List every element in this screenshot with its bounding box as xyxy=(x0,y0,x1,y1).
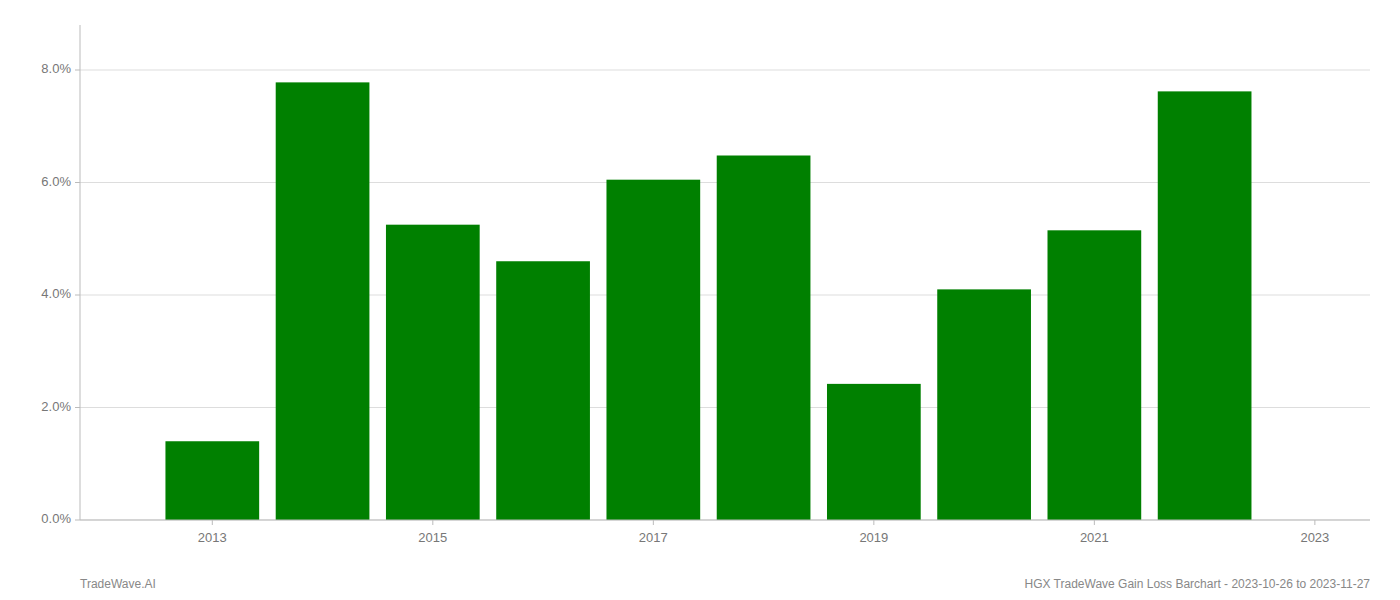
x-tick xyxy=(212,520,213,525)
y-tick-label: 8.0% xyxy=(41,61,71,76)
bar xyxy=(937,289,1031,520)
bar xyxy=(165,441,259,520)
axes: 2013 2015 2017 2019 2021 2023 0.0% 2.0% 4.0% 6.0%… xyxy=(41,25,1370,545)
bar xyxy=(276,82,370,520)
y-tick xyxy=(75,407,80,408)
x-tick xyxy=(1094,520,1095,525)
x-tick-label: 2015 xyxy=(418,530,447,545)
bar xyxy=(606,180,700,520)
x-tick xyxy=(1314,520,1315,525)
chart-container: 2013 2015 2017 2019 2021 2023 0.0% 2.0% 4.0% 6.0%… xyxy=(0,0,1400,600)
footer-text: HGX TradeWave Gain Loss Barchart - 2023-… xyxy=(1024,577,1370,591)
bar xyxy=(1158,91,1252,520)
x-tick-label: 2013 xyxy=(198,530,227,545)
x-tick xyxy=(653,520,654,525)
x-tick-label: 2023 xyxy=(1300,530,1329,545)
bars xyxy=(165,82,1251,520)
bar xyxy=(386,225,480,520)
x-axis-line xyxy=(80,520,1370,521)
bar xyxy=(496,261,590,520)
y-tick-label: 0.0% xyxy=(41,511,71,526)
grid xyxy=(80,70,1370,520)
grid-line xyxy=(80,520,1370,521)
page: {"chart_data": {"type": "bar", "x": [201… xyxy=(0,0,1400,600)
y-tick xyxy=(75,70,80,71)
bar xyxy=(827,384,921,520)
y-axis-line xyxy=(80,25,81,520)
footer-text: TradeWave.AI xyxy=(80,577,156,591)
bar xyxy=(1048,230,1142,520)
x-tick-label: 2017 xyxy=(639,530,668,545)
y-tick xyxy=(75,520,80,521)
bar xyxy=(717,156,811,521)
y-tick xyxy=(75,182,80,183)
footer: TradeWave.AI HGX TradeWave Gain Loss Barc… xyxy=(80,577,1370,591)
x-tick-label: 2019 xyxy=(859,530,888,545)
x-tick xyxy=(432,520,433,525)
chart-svg: 2013 2015 2017 2019 2021 2023 0.0% 2.0% 4.0% 6.0%… xyxy=(0,0,1400,600)
y-tick-label: 2.0% xyxy=(41,399,71,414)
y-tick-label: 6.0% xyxy=(41,174,71,189)
y-tick xyxy=(75,295,80,296)
x-tick xyxy=(873,520,874,525)
grid-line xyxy=(80,70,1370,71)
y-tick-label: 4.0% xyxy=(41,286,71,301)
x-tick-label: 2021 xyxy=(1080,530,1109,545)
